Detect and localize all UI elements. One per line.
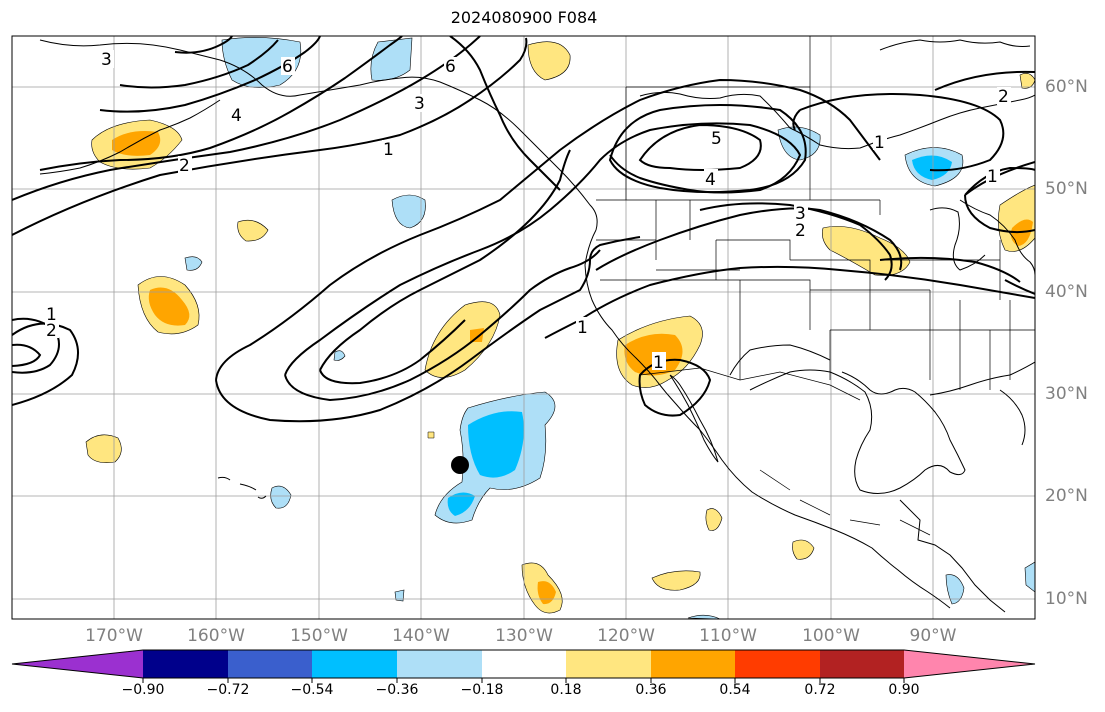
colorbar-tick: 0.36 <box>635 682 667 698</box>
colorbar-segment <box>651 650 735 678</box>
contour-label: 2 <box>998 87 1009 107</box>
lon-label: 160°W <box>187 626 245 646</box>
contour-label: 1 <box>383 140 394 160</box>
contour-label: 1 <box>653 353 664 373</box>
contour-label: 6 <box>282 57 293 77</box>
lon-label: 130°W <box>495 626 553 646</box>
lat-label: 50°N <box>1045 179 1088 199</box>
colorbar-segment <box>820 650 904 678</box>
anomaly-shading <box>85 37 1035 619</box>
map-title: 2024080900 F084 <box>450 8 598 27</box>
contour-label: 3 <box>795 204 806 224</box>
colorbar-segment <box>312 650 397 678</box>
colorbar-segment <box>735 650 820 678</box>
lon-label: 90°W <box>909 626 957 646</box>
colorbar <box>11 649 1036 683</box>
colorbar-tick: 0.72 <box>804 682 836 698</box>
lon-label: 140°W <box>392 626 450 646</box>
map-frame <box>11 35 1036 620</box>
colorbar-tick: −0.18 <box>460 682 504 698</box>
contour-label: 1 <box>874 133 885 153</box>
colorbar-tick: 0.18 <box>550 682 582 698</box>
colorbar-segment <box>397 650 482 678</box>
contour-label: 2 <box>46 321 57 341</box>
gridlines <box>12 36 1035 619</box>
lon-label: 120°W <box>597 626 655 646</box>
colorbar-segment <box>143 650 228 678</box>
lat-label: 20°N <box>1045 486 1088 506</box>
contour-label: 2 <box>179 156 190 176</box>
contour-label: 6 <box>445 57 456 77</box>
colorbar-tick: 0.90 <box>888 682 920 698</box>
contour-label: 1 <box>46 305 57 325</box>
colorbar-extend-high <box>904 650 1035 678</box>
political-borders <box>596 36 1035 536</box>
lon-label: 150°W <box>290 626 348 646</box>
colorbar-segment <box>482 650 566 678</box>
contour-label: 1 <box>577 318 588 338</box>
coastlines <box>39 39 1035 613</box>
colorbar-tick: −0.90 <box>121 682 165 698</box>
contour-labels: 6 6 3 2 1 5 4 3 2 1 1 2 1 1 <box>45 50 1011 373</box>
colorbar-tick: −0.72 <box>206 682 250 698</box>
lat-label: 10°N <box>1045 589 1088 609</box>
contour-label: 3 <box>414 94 425 114</box>
contour-label: 1 <box>987 167 998 187</box>
lon-label: 170°W <box>85 626 143 646</box>
lon-label: 110°W <box>699 626 757 646</box>
contours <box>12 36 1035 423</box>
contour-label: 5 <box>711 129 722 149</box>
contour-label: 3 <box>101 50 112 70</box>
colorbar-tick: −0.54 <box>290 682 334 698</box>
colorbar-segment <box>228 650 312 678</box>
colorbar-tick: −0.36 <box>375 682 419 698</box>
colorbar-segment <box>566 650 651 678</box>
contour-label: 4 <box>705 170 716 190</box>
colorbar-extend-low <box>12 650 143 678</box>
location-marker <box>451 456 469 474</box>
contour-label: 2 <box>795 221 806 241</box>
colorbar-tick: 0.54 <box>719 682 751 698</box>
lat-label: 60°N <box>1045 77 1088 97</box>
lat-label: 30°N <box>1045 384 1088 404</box>
lon-label: 100°W <box>802 626 860 646</box>
lat-label: 40°N <box>1045 282 1088 302</box>
contour-label: 4 <box>231 106 242 126</box>
